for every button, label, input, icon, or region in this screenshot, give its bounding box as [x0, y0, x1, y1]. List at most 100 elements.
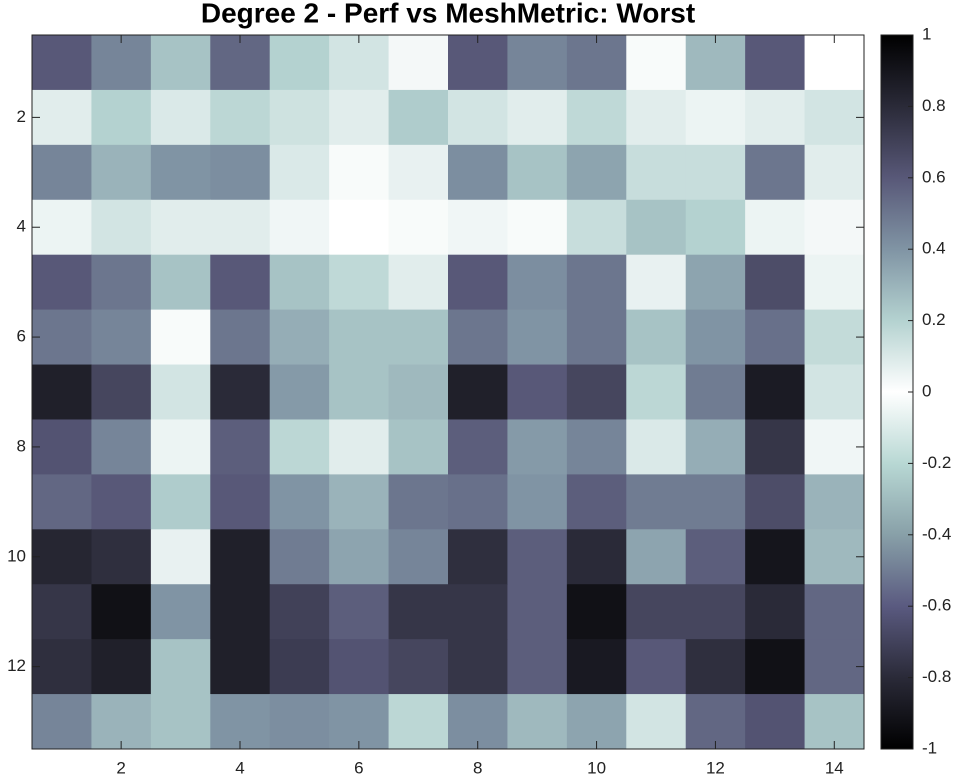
heatmap-cell: [804, 364, 865, 420]
heatmap-cell: [804, 35, 865, 91]
x-tick-label: 14: [825, 758, 844, 777]
heatmap-cell: [91, 584, 152, 640]
heatmap-cell: [91, 364, 152, 420]
x-tick-label: 2: [116, 758, 125, 777]
y-tick-label: 6: [17, 327, 26, 346]
heatmap-cell: [507, 364, 568, 420]
heatmap-cell: [269, 474, 330, 530]
heatmap-cell: [626, 419, 687, 475]
heatmap-cell: [566, 35, 627, 91]
heatmap-cell: [804, 694, 865, 750]
heatmap-cell: [448, 529, 508, 585]
heatmap-cell: [150, 639, 211, 695]
heatmap-cell: [566, 144, 627, 201]
heatmap-cell: [91, 199, 152, 256]
heatmap-cell: [150, 694, 211, 750]
heatmap-cell: [329, 309, 390, 366]
heatmap-cell: [210, 35, 271, 91]
heatmap-cell: [448, 694, 508, 750]
y-tick-label: 12: [7, 656, 26, 675]
heatmap-cell: [745, 364, 806, 420]
heatmap-cell: [507, 254, 568, 311]
heatmap-cell: [210, 474, 271, 530]
x-tick-label: 4: [235, 758, 244, 777]
colorbar-tick-label: 0: [922, 381, 931, 400]
heatmap-cell: [269, 364, 330, 420]
heatmap-cell: [566, 474, 627, 530]
heatmap-cell: [448, 89, 508, 146]
heatmap-cell: [388, 309, 449, 366]
heatmap-cell: [626, 254, 687, 311]
x-tick-label: 6: [354, 758, 363, 777]
x-tick-label: 10: [587, 758, 606, 777]
heatmap-cell: [32, 144, 92, 201]
heatmap-cell: [91, 419, 152, 475]
heatmap-cell: [566, 694, 627, 750]
heatmap-cell: [388, 474, 449, 530]
heatmap-cell: [150, 474, 211, 530]
heatmap-cell: [566, 639, 627, 695]
heatmap-cell: [150, 364, 211, 420]
heatmap-cell: [685, 584, 746, 640]
heatmap-cell: [91, 309, 152, 366]
colorbar: [880, 34, 914, 750]
heatmap-cell: [32, 584, 92, 640]
heatmap-cell: [804, 419, 865, 475]
colorbar-tick-label: 0.6: [922, 167, 946, 186]
heatmap-cell: [329, 474, 390, 530]
heatmap-cell: [448, 199, 508, 256]
heatmap-cell: [269, 419, 330, 475]
heatmap-cell: [804, 89, 865, 146]
heatmap-cell: [210, 694, 271, 750]
heatmap-cell: [210, 584, 271, 640]
heatmap-cell: [685, 199, 746, 256]
heatmap-cell: [210, 254, 271, 311]
heatmap-cell: [91, 144, 152, 201]
heatmap-cell: [269, 639, 330, 695]
colorbar-tick-label: -1: [922, 738, 937, 757]
heatmap-cell: [32, 694, 92, 750]
heatmap-cell: [626, 199, 687, 256]
heatmap-cell: [329, 254, 390, 311]
heatmap-cell: [804, 199, 865, 256]
heatmap-cell: [150, 35, 211, 91]
heatmap-cell: [32, 364, 92, 420]
heatmap-cell: [269, 144, 330, 201]
colorbar-tick-label: -0.2: [922, 453, 951, 472]
heatmap-cell: [150, 144, 211, 201]
heatmap-cell: [388, 529, 449, 585]
heatmap-cell: [32, 89, 92, 146]
heatmap-cell: [32, 254, 92, 311]
heatmap-cell: [685, 474, 746, 530]
x-tick-label: 8: [473, 758, 482, 777]
heatmap-cell: [507, 584, 568, 640]
y-tick-label: 8: [17, 436, 26, 455]
heatmap-cell: [388, 144, 449, 201]
colorbar-tick-label: 0.4: [922, 239, 946, 258]
heatmap-cell: [32, 474, 92, 530]
heatmap-cell: [507, 419, 568, 475]
heatmap-cell: [626, 584, 687, 640]
heatmap-cell: [150, 584, 211, 640]
heatmap-cell: [91, 639, 152, 695]
heatmap-cell: [685, 254, 746, 311]
heatmap-cell: [745, 309, 806, 366]
heatmap-cell: [210, 199, 271, 256]
heatmap-cell: [388, 364, 449, 420]
heatmap-cell: [329, 529, 390, 585]
heatmap-cell: [745, 89, 806, 146]
heatmap-cell: [745, 35, 806, 91]
heatmap-cell: [685, 309, 746, 366]
heatmap-cell: [91, 529, 152, 585]
heatmap-cell: [685, 364, 746, 420]
heatmap-cell: [448, 474, 508, 530]
heatmap-cell: [685, 419, 746, 475]
colorbar-tick-label: 0.8: [922, 96, 946, 115]
heatmap-cell: [745, 694, 806, 750]
heatmap-cell: [507, 474, 568, 530]
heatmap-cell: [91, 474, 152, 530]
colorbar-tick-label: 0.2: [922, 310, 946, 329]
heatmap-cell: [804, 584, 865, 640]
heatmap-cell: [685, 89, 746, 146]
